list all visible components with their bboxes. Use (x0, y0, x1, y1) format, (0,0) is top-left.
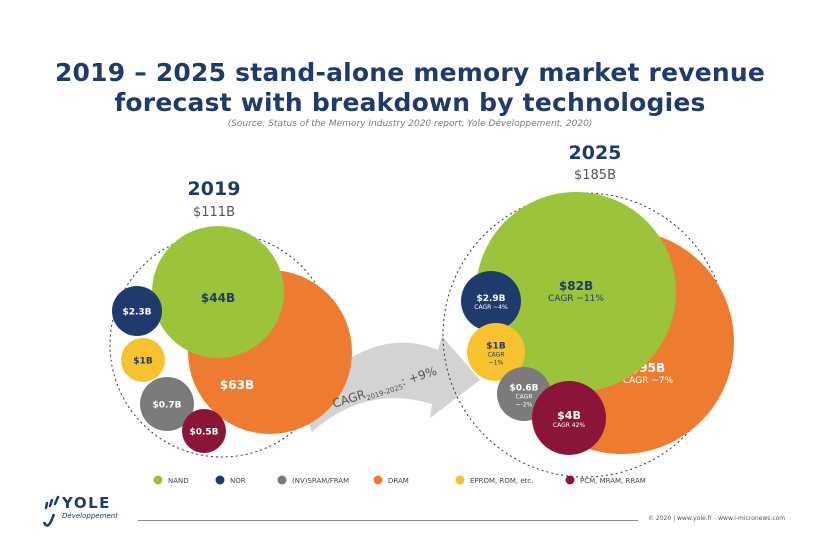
group-2025-pcm-mram-rram-value-label: $4B (557, 409, 581, 422)
source-note: (Source: Status of the Memory Industry 2… (227, 119, 593, 129)
legend-pcm-mram-rram-swatch (565, 475, 575, 485)
yole-logo-mark-icon (42, 495, 60, 527)
group-2019-eprom-rom-etc-bubble (121, 338, 165, 382)
chart-title-line2: forecast with breakdown by technologies (114, 88, 706, 117)
chart-title-line1: 2019 – 2025 stand-alone memory market re… (54, 58, 766, 87)
group-2019-nor-value-label: $2.3B (122, 308, 151, 318)
group-2019-nor-bubble (112, 286, 162, 336)
legend-nv-sram-fram-swatch (277, 475, 287, 485)
legend-nand-label: NAND (168, 477, 189, 485)
footer-copyright: © 2020 | www.yole.fr - www.i-micronews.c… (648, 515, 786, 522)
group-2025-total: $185B (574, 168, 616, 183)
legend-pcm-mram-rram-label: PCM, MRAM, RRAM (580, 477, 646, 485)
group-2025-nv-sram-fram-cagr-label-0: CAGR (515, 394, 532, 401)
group-2025-nand-cagr-label-0: CAGR ~11% (548, 294, 604, 304)
legend-nv-sram-fram-label: (NV)SRAM/FRAM (292, 477, 349, 485)
group-2025-year: 2025 (569, 142, 622, 164)
group-2025-pcm-mram-rram-bubble (532, 381, 606, 455)
chart-title: 2019 – 2025 stand-alone memory market re… (0, 58, 820, 118)
group-2025-nv-sram-fram-cagr-label-1: ~-2% (516, 402, 533, 409)
logo-wordmark: YOLE (62, 494, 111, 512)
group-2019-pcm-mram-rram-value-label: $0.5B (189, 428, 218, 438)
group-2019-total: $111B (193, 205, 235, 220)
cagr-arrow-shape (300, 336, 480, 432)
group-2019-eprom-rom-etc-value-label: $1B (133, 357, 153, 367)
logo-subtitle: Développement (62, 512, 118, 520)
group-2025-eprom-rom-etc-cagr-label-0: CAGR (487, 352, 504, 359)
group-2019-pcm-mram-rram-bubble (182, 409, 226, 453)
group-2025-eprom-rom-etc-cagr-label-1: ~1% (489, 360, 504, 367)
yole-logo: YOLE Développement (38, 492, 148, 532)
group-2025-nand-value-label: $82B (559, 279, 593, 293)
footer-divider (138, 520, 638, 521)
legend-dram-label: DRAM (388, 477, 409, 485)
group-2019-nand-bubble (152, 226, 284, 358)
group-2025-nand-bubble (476, 192, 676, 392)
group-2019-nand-value-label: $44B (201, 291, 235, 305)
legend-nand-swatch (153, 475, 163, 485)
group-2025-nor-value-label: $2.9B (476, 294, 505, 304)
group-2025-eprom-rom-etc-value-label: $1B (486, 342, 506, 352)
legend-nor-swatch (215, 475, 225, 485)
legend-eprom-rom-etc-label: EPROM, ROM, etc. (470, 477, 534, 485)
group-2025-dram-cagr-label-0: CAGR ~7% (623, 376, 674, 386)
legend-eprom-rom-etc-swatch (455, 475, 465, 485)
legend-nor-label: NOR (230, 477, 246, 485)
group-2019-year: 2019 (188, 178, 241, 200)
group-2019-nv-sram-fram-bubble (140, 377, 194, 431)
group-2025-nor-cagr-label-0: CAGR ~4% (474, 304, 508, 311)
legend-dram-swatch (373, 475, 383, 485)
group-2025-nor-bubble (461, 271, 521, 331)
group-2025-eprom-rom-etc-bubble (467, 323, 525, 381)
group-2025-nv-sram-fram-value-label: $0.6B (509, 384, 538, 394)
group-2019-dram-value-label: $63B (220, 378, 254, 392)
group-2019-nv-sram-fram-value-label: $0.7B (152, 401, 181, 411)
group-2025-pcm-mram-rram-cagr-label-0: CAGR 42% (553, 422, 586, 429)
